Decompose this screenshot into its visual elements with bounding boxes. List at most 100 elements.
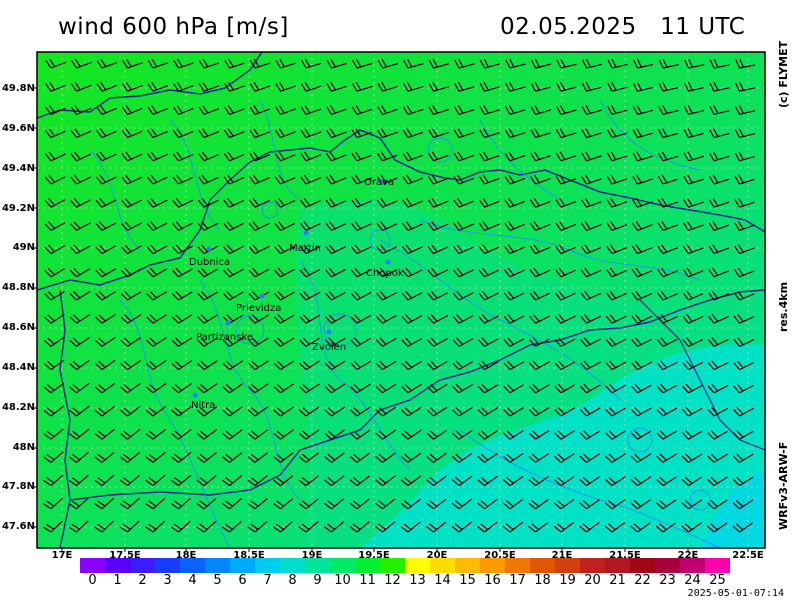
wind-barb [528,407,550,417]
barb-shaft [739,270,755,278]
barb-feather [202,128,209,137]
barb-feather [584,290,591,299]
barb-shaft [203,474,217,487]
barb-shaft [560,361,576,371]
barb-feather [222,432,230,440]
barb-feather [355,151,362,160]
barb-shaft [101,451,115,463]
wind-barb [325,267,346,278]
barb-shaft [458,223,474,231]
barb-shaft [382,85,398,92]
wind-barb [43,359,65,371]
wind-barb [553,521,575,533]
barb-feather [150,221,158,229]
wind-barb [146,174,168,185]
barb-feather [456,221,464,230]
wind-barb [630,476,652,487]
barb-shaft [382,200,398,208]
barb-shaft [713,476,728,487]
barb-shaft [484,406,499,417]
wind-barb [374,521,396,533]
barb-shaft [127,153,143,162]
barb-feather [196,503,205,510]
barb-shaft [254,406,269,417]
wind-barb [479,151,500,162]
barb-shaft [178,360,193,371]
barb-shaft [127,428,141,440]
barb-feather [122,60,129,69]
barb-feather [458,58,464,68]
barb-feather [224,83,231,92]
wind-barb [247,475,268,487]
barb-shaft [305,498,319,510]
barb-feather [632,106,639,115]
barb-feather [327,430,336,438]
barb-feather [607,523,616,531]
barb-shaft [203,337,218,347]
barb-feather [49,81,56,91]
wind-barb [69,359,90,371]
barb-feather [608,383,616,392]
wind-barb [69,336,91,347]
barb-feather [657,269,664,278]
barb-feather [173,60,180,69]
barb-feather [660,383,667,392]
barb-feather [405,198,413,207]
barb-feather [401,409,409,417]
wind-barb [605,314,627,324]
barb-feather [69,433,77,440]
wind-barb [69,428,90,440]
barb-feather [711,383,718,392]
barb-feather [633,523,642,531]
wind-barb [248,267,270,278]
barb-feather [302,430,310,438]
barb-feather [557,476,565,484]
barb-feather [177,58,183,68]
barb-feather [509,58,515,68]
barb-feather [558,314,566,322]
barb-feather [94,363,103,371]
barb-feather [610,221,617,230]
barb-feather [73,198,81,206]
wind-barb [300,105,322,115]
barb-shaft [50,245,66,255]
barb-feather [326,129,333,138]
barb-feather [197,269,205,278]
barb-feather [557,453,565,461]
barb-shaft [382,337,397,347]
barb-feather [732,525,740,533]
wind-barb [403,58,424,69]
wind-barb [452,406,473,417]
barb-shaft [101,474,115,487]
barb-feather [555,152,562,162]
barb-feather [558,337,565,345]
barb-shaft [356,498,370,510]
barb-shaft [433,63,450,69]
lat-label: 49.8N [1,83,35,94]
barb-shaft [509,63,526,69]
barb-feather [122,523,131,530]
wind-barb [683,174,704,185]
wind-barb [324,429,345,440]
legend-swatch [130,558,155,573]
barb-feather [250,500,259,507]
barb-shaft [688,338,704,347]
barb-shaft [458,86,475,92]
barb-feather [249,59,256,69]
barb-feather [355,81,362,91]
barb-feather [222,339,230,347]
lon-label: 22.5E [732,550,764,561]
barb-feather [585,81,591,91]
barb-shaft [433,452,447,463]
barb-shaft [76,107,92,115]
barb-feather [432,58,438,68]
barb-feather [608,476,616,484]
barb-feather [531,523,540,531]
wind-barb [734,128,756,139]
barb-feather [199,453,208,461]
barb-feather [557,500,565,507]
barb-feather [584,267,591,276]
barb-feather [402,106,409,115]
barb-feather [327,477,336,484]
barb-feather [503,315,511,324]
